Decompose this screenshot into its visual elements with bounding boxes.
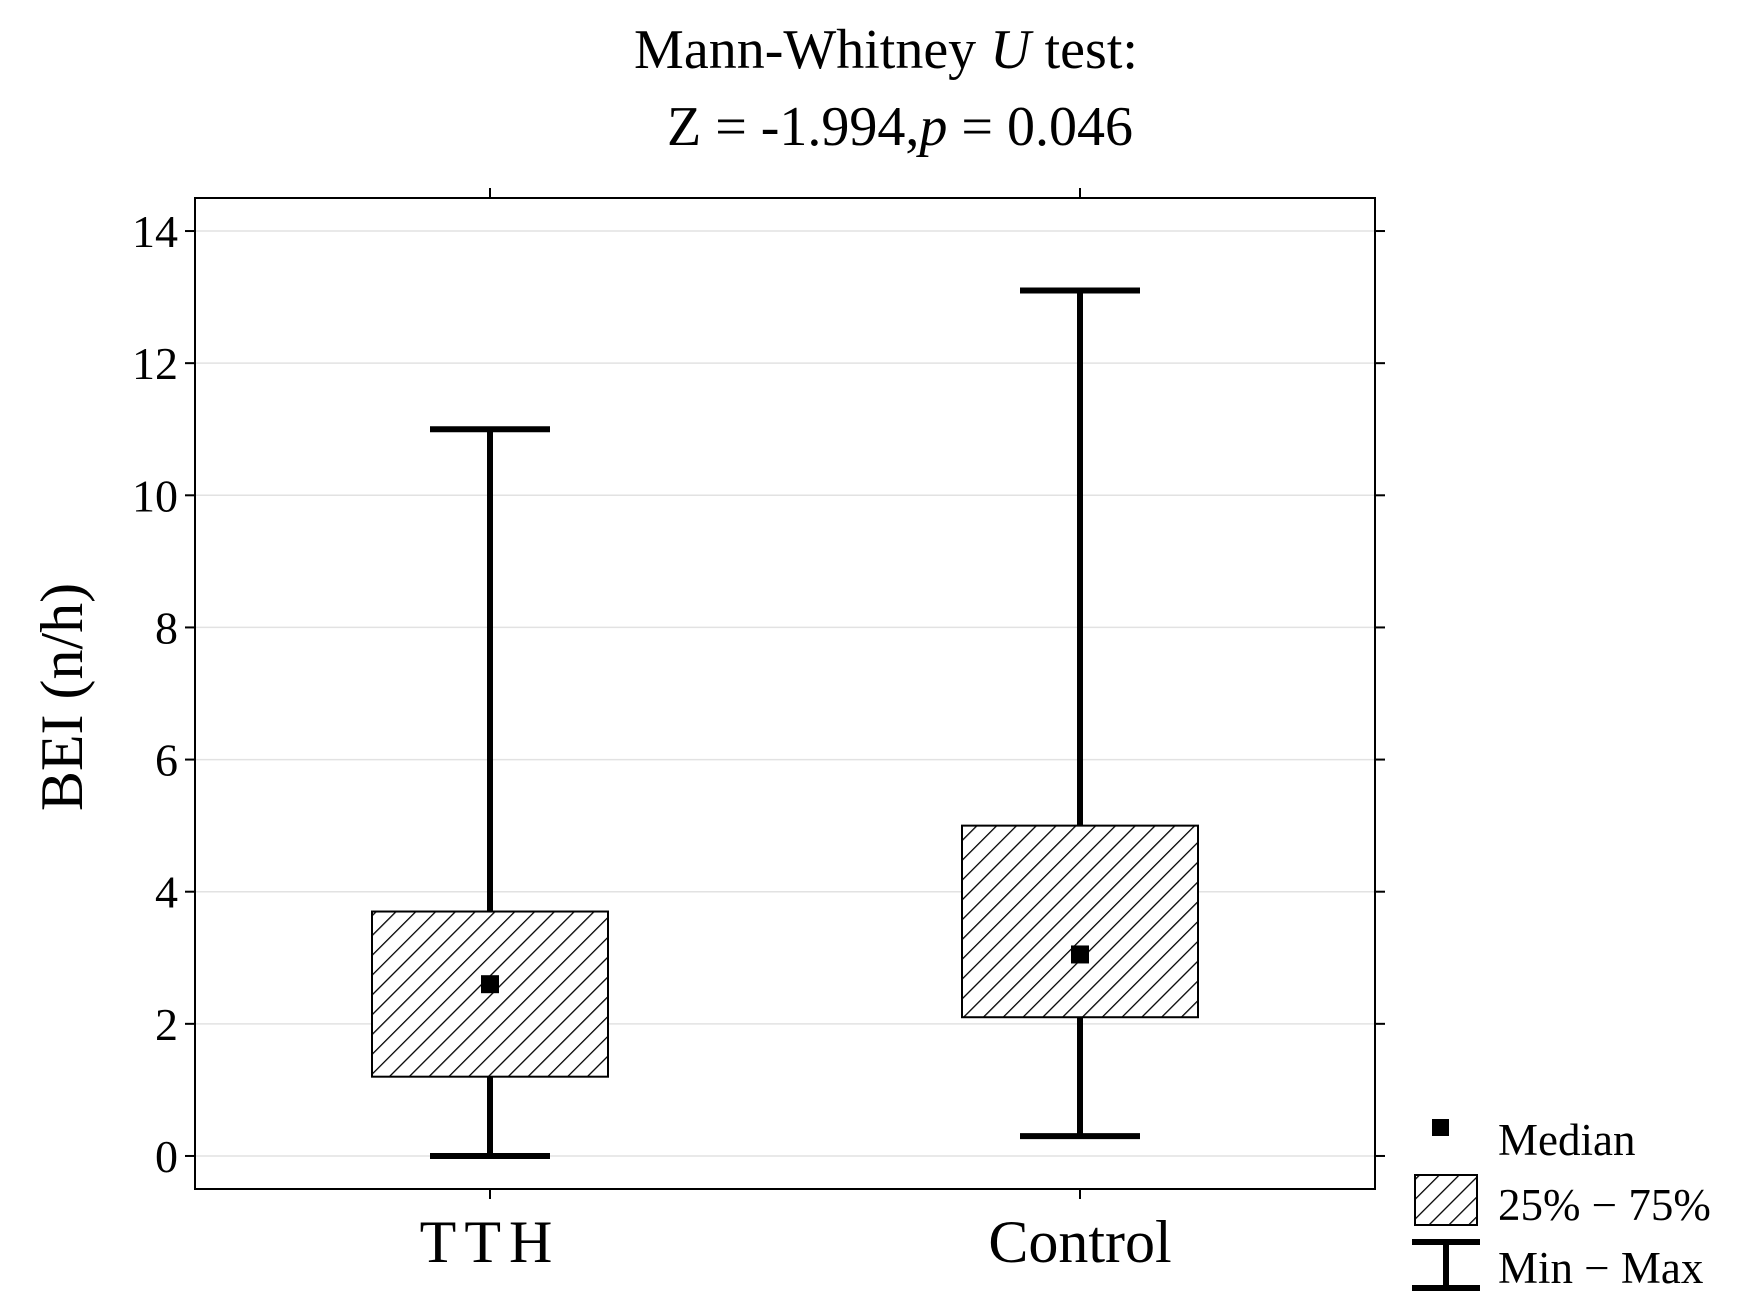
legend: Median 25% − 75% Min − Max xyxy=(1412,1115,1711,1293)
legend-median-symbol xyxy=(1432,1119,1449,1136)
x-tick-label: TTH xyxy=(420,1209,561,1275)
title-line1-italic: U xyxy=(990,19,1034,81)
title-line2-post: = 0.046 xyxy=(947,96,1133,158)
legend-box-symbol xyxy=(1414,1174,1478,1226)
axis-ticks: 0 2 4 6 8 10 12 14 TTH Control xyxy=(132,188,1385,1275)
x-tick-label: Control xyxy=(988,1209,1171,1275)
title-line1-post: test: xyxy=(1031,19,1138,81)
median-marker xyxy=(1071,945,1089,964)
iqr-box xyxy=(961,824,1199,1019)
legend-whisker-symbol xyxy=(1412,1239,1480,1291)
y-tick-label: 4 xyxy=(155,867,178,918)
chart-title-line1: Mann-Whitney U test: xyxy=(634,19,1138,81)
box-group-control xyxy=(961,287,1199,1140)
y-tick-label: 0 xyxy=(155,1131,178,1182)
median-marker xyxy=(481,975,499,994)
legend-whisker-label: Min − Max xyxy=(1498,1243,1703,1293)
box-group-tth xyxy=(371,426,609,1159)
y-axis-label: BEI (n/h) xyxy=(29,583,95,811)
title-line2-pre: Z = -1.994, xyxy=(667,96,919,158)
y-tick-label: 10 xyxy=(132,470,178,521)
boxes xyxy=(371,287,1199,1159)
y-tick-label: 12 xyxy=(132,338,178,389)
legend-box-label: 25% − 75% xyxy=(1498,1180,1711,1230)
chart-title-line2: Z = -1.994,p = 0.046 xyxy=(569,96,1203,158)
legend-median-label: Median xyxy=(1498,1115,1635,1165)
y-tick-label: 8 xyxy=(155,602,178,653)
plot-frame xyxy=(194,197,1376,1190)
iqr-box xyxy=(371,910,609,1078)
y-tick-label: 14 xyxy=(132,206,178,257)
title-line1-pre: Mann-Whitney xyxy=(634,19,990,81)
y-tick-label: 2 xyxy=(155,999,178,1050)
title-line2-italic: p xyxy=(915,96,947,158)
y-tick-label: 6 xyxy=(155,735,178,786)
